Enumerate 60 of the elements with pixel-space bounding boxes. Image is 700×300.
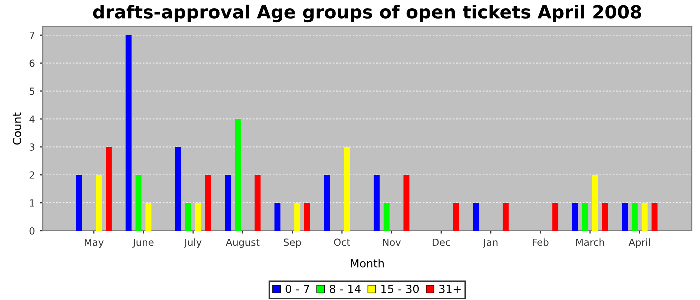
x-tick-label: March	[576, 238, 604, 246]
legend-label: 8 - 14	[330, 284, 361, 294]
bar	[592, 175, 598, 231]
bar	[126, 35, 132, 231]
x-tick-label: May	[85, 238, 104, 248]
bar	[254, 175, 261, 231]
chart-title: drafts-approval Age groups of open tickets April 2008	[93, 4, 642, 23]
bar	[374, 175, 380, 231]
y-tick-label: 2	[30, 172, 34, 179]
bar	[235, 119, 241, 231]
bar	[602, 203, 608, 231]
y-tick-label: 7	[30, 32, 35, 40]
x-tick-label: Sep	[284, 238, 302, 248]
bar	[582, 203, 588, 231]
bar	[404, 175, 410, 231]
y-tick-label: 4	[30, 116, 35, 123]
bar	[552, 203, 559, 231]
y-tick-label: 1	[30, 200, 34, 207]
bar	[473, 203, 480, 231]
x-tick-label: April	[628, 238, 650, 248]
bar	[294, 203, 301, 231]
y-tick-label: 3	[30, 144, 35, 151]
bar	[106, 147, 112, 231]
bar	[274, 203, 281, 231]
bar	[642, 203, 648, 231]
bar	[453, 203, 460, 231]
bar	[652, 203, 658, 231]
x-tick-label: Nov	[383, 238, 402, 246]
bar	[96, 175, 102, 231]
x-axis-title: Month	[351, 259, 384, 268]
bar	[195, 203, 202, 231]
x-tick-label: July	[184, 238, 202, 248]
x-tick-label: June	[132, 238, 154, 248]
x-tick-label: Jan	[483, 238, 498, 248]
legend-label: 15 - 30	[382, 284, 420, 294]
x-tick-label: Feb	[533, 238, 549, 246]
y-tick-label: 0	[30, 227, 35, 235]
bar	[185, 203, 192, 231]
bar	[225, 175, 232, 231]
y-axis-title: Count	[13, 112, 22, 145]
bar	[146, 203, 152, 231]
x-tick-label: Oct	[334, 238, 350, 246]
legend-label: 31+	[439, 284, 461, 294]
bar	[324, 175, 330, 231]
bar	[304, 203, 310, 231]
bar	[205, 175, 212, 231]
bar	[76, 175, 82, 231]
bar	[384, 203, 390, 231]
bar	[632, 203, 638, 231]
x-tick-label: August	[226, 238, 260, 248]
bar	[175, 147, 182, 231]
bar	[136, 175, 142, 231]
bar	[502, 203, 509, 231]
bar	[622, 203, 628, 231]
legend-label: 0 - 7	[286, 284, 310, 294]
y-tick-label: 6	[30, 60, 35, 68]
x-tick-label: Dec	[432, 238, 450, 246]
bar	[572, 203, 578, 231]
y-tick-label: 5	[30, 88, 35, 96]
bar	[344, 147, 350, 231]
